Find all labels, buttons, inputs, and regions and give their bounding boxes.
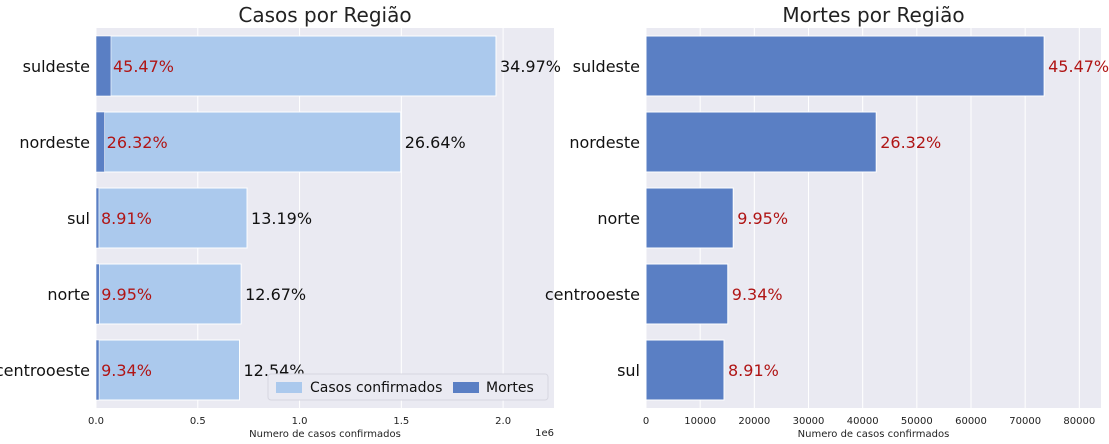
- deaths-percent-label: 45.47%: [113, 57, 174, 76]
- deaths-bar: [645, 187, 734, 249]
- cases-percent-label: 34.97%: [500, 57, 561, 76]
- cases-percent-label: 26.64%: [405, 133, 466, 152]
- x-tick-label: 0.5: [190, 416, 206, 427]
- category-label: suldeste: [573, 57, 640, 76]
- x-offset-label: 1e6: [535, 428, 554, 439]
- deaths-bar: [95, 339, 100, 401]
- cases-bar: [95, 263, 242, 325]
- cases-percent-label: 12.67%: [245, 285, 306, 304]
- category-label: norte: [597, 209, 640, 228]
- deaths-percent-label: 26.32%: [880, 133, 941, 152]
- category-label: nordeste: [19, 133, 90, 152]
- x-tick-label: 0.0: [88, 416, 104, 427]
- chart-title: Mortes por Região: [782, 3, 964, 27]
- deaths-percent-label: 26.32%: [107, 133, 168, 152]
- x-tick-label: 2.0: [495, 416, 511, 427]
- x-tick-label: 20000: [738, 416, 770, 427]
- legend: [267, 373, 549, 401]
- deaths-percent-label: 9.95%: [101, 285, 152, 304]
- deaths-bar: [645, 35, 1045, 97]
- deaths-percent-label: 9.95%: [737, 209, 788, 228]
- deaths-percent-label: 8.91%: [728, 361, 779, 380]
- category-label: sul: [67, 209, 90, 228]
- x-tick-label: 1.0: [292, 416, 308, 427]
- deaths-bar: [645, 339, 725, 401]
- deaths-bar: [95, 35, 112, 97]
- deaths-percent-label: 45.47%: [1048, 57, 1109, 76]
- legend-swatch-cases: [276, 382, 302, 393]
- x-tick-label: 40000: [847, 416, 879, 427]
- deaths-bar: [95, 263, 100, 325]
- category-label: centrooeste: [545, 285, 640, 304]
- x-tick-label: 10000: [684, 416, 716, 427]
- deaths-percent-label: 9.34%: [732, 285, 783, 304]
- deaths-percent-label: 9.34%: [101, 361, 152, 380]
- x-tick-label: 0: [643, 416, 649, 427]
- deaths-bar: [645, 111, 877, 173]
- category-label: sul: [617, 361, 640, 380]
- category-label: suldeste: [23, 57, 90, 76]
- x-axis-label: Numero de casos confirmados: [798, 429, 950, 440]
- x-tick-label: 80000: [1063, 416, 1095, 427]
- x-tick-label: 30000: [793, 416, 825, 427]
- cases-percent-label: 13.19%: [251, 209, 312, 228]
- deaths-percent-label: 8.91%: [101, 209, 152, 228]
- deaths-bar: [95, 111, 105, 173]
- cases-bar: [95, 111, 402, 173]
- chart-title: Casos por Região: [238, 3, 411, 27]
- category-label: nordeste: [569, 133, 640, 152]
- x-tick-label: 50000: [901, 416, 933, 427]
- legend-label-deaths: Mortes: [486, 380, 534, 396]
- category-label: norte: [47, 285, 90, 304]
- x-tick-label: 1.5: [393, 416, 409, 427]
- legend-swatch-deaths: [453, 382, 479, 393]
- deaths-bar: [95, 187, 100, 249]
- x-tick-label: 60000: [955, 416, 987, 427]
- cases-bar: [95, 187, 248, 249]
- category-label: centrooeste: [0, 361, 90, 380]
- x-axis-label: Numero de casos confirmados: [249, 429, 401, 440]
- cases-bar: [95, 339, 241, 401]
- deaths-bar: [645, 263, 729, 325]
- legend-label-cases: Casos confirmados: [310, 380, 442, 396]
- x-tick-label: 70000: [1009, 416, 1041, 427]
